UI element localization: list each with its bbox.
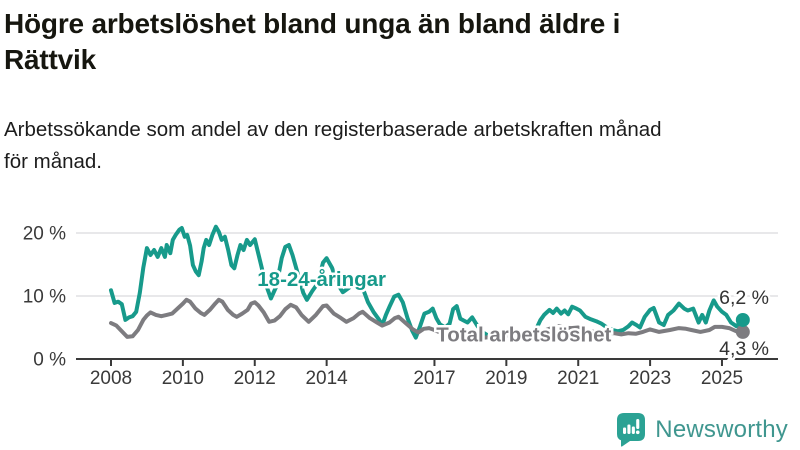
subtitle-line-1: Arbetssökande som andel av den registerb… <box>4 118 662 141</box>
newsworthy-logo: Newsworthy <box>616 412 788 448</box>
x-axis-label: 2017 <box>413 368 455 389</box>
series-end-value-label: 4,3 % <box>719 338 769 360</box>
newsworthy-logo-icon <box>617 413 646 447</box>
title-line-1: Högre arbetslöshet bland unga än bland ä… <box>4 8 621 39</box>
page-subtitle: Arbetssökande som andel av den registerb… <box>4 114 796 178</box>
x-axis-label: 2012 <box>234 368 276 389</box>
total-series-label: Total arbetslöshet <box>436 323 611 346</box>
x-axis-label: 2008 <box>90 368 132 389</box>
series-end-dot <box>735 312 750 327</box>
subtitle-line-2: för månad. <box>4 150 102 173</box>
title-line-2: Rättvik <box>4 44 96 75</box>
x-axis-label: 2025 <box>701 368 743 389</box>
x-axis-label: 2014 <box>305 368 348 389</box>
y-axis-label: 0 % <box>33 350 66 371</box>
unemployment-line-chart: 0 % 10 % 20 % 2008 2010 2012 2014 2017 2019 2021 2… <box>23 224 778 389</box>
newsworthy-logo-text: Newsworthy <box>655 416 788 443</box>
x-axis-label: 2019 <box>485 368 527 389</box>
y-axis-label: 20 % <box>23 224 66 245</box>
series-end-dot <box>735 324 750 339</box>
total-series-line <box>109 297 745 340</box>
youth-series-line <box>109 224 745 341</box>
youth-series-label: 18-24-åringar <box>257 268 386 291</box>
x-axis-label: 2021 <box>557 368 599 389</box>
page-title: Högre arbetslöshet bland unga än bland ä… <box>4 6 796 78</box>
x-axis-label: 2023 <box>629 368 671 389</box>
chart-bars-icon <box>623 419 640 435</box>
series-end-value-label: 6,2 % <box>719 287 769 309</box>
x-axis-label: 2010 <box>162 368 204 389</box>
y-axis-label: 10 % <box>23 287 66 308</box>
chart-header: Högre arbetslöshet bland unga än bland ä… <box>4 6 796 178</box>
